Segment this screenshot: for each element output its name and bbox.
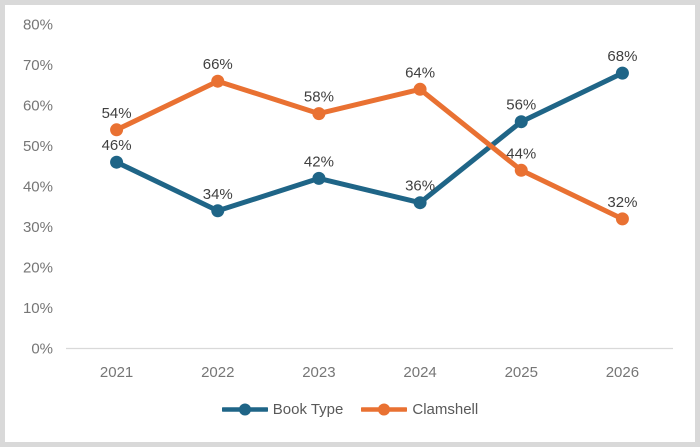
data-label: 32% [607, 194, 637, 211]
data-label: 56% [506, 97, 536, 114]
data-label: 68% [607, 48, 637, 65]
line-chart-plot: 0% 10% 20% 30% 40% 50% 60% 70% 80% 2021 2022 2023 20… [23, 17, 673, 381]
y-tick-label: 60% [23, 98, 53, 115]
data-label: 36% [405, 178, 435, 195]
y-tick-label: 10% [23, 300, 53, 317]
data-point-book-type-2021 [110, 155, 124, 169]
data-label: 34% [203, 186, 233, 203]
data-label: 54% [102, 105, 132, 122]
data-point-clamshell-2022 [211, 74, 225, 88]
x-tick-label: 2022 [201, 364, 234, 381]
y-tick-label: 0% [31, 341, 53, 358]
data-point-book-type-2022 [211, 204, 225, 218]
legend-item-book-type[interactable]: Book Type [221, 401, 344, 418]
series-line-book-type [114, 70, 625, 214]
x-tick-label: 2023 [302, 364, 335, 381]
y-tick-label: 20% [23, 260, 53, 277]
data-point-clamshell-2026 [615, 212, 629, 226]
data-point-clamshell-2021 [110, 123, 124, 137]
data-point-book-type-2025 [514, 115, 528, 129]
legend-label-clamshell: Clamshell [412, 401, 479, 418]
legend-marker-clamshell-icon [361, 403, 408, 416]
data-point-book-type-2023 [312, 171, 326, 185]
legend-label-book-type: Book Type [272, 401, 344, 418]
data-label: 42% [304, 153, 334, 170]
y-tick-label: 30% [23, 219, 53, 236]
data-point-clamshell-2024 [413, 82, 427, 96]
data-point-clamshell-2025 [514, 163, 528, 177]
y-tick-label: 80% [23, 17, 53, 34]
data-point-book-type-2026 [615, 66, 629, 80]
x-tick-label: 2026 [606, 364, 639, 381]
data-point-book-type-2024 [413, 196, 427, 210]
data-label: 44% [506, 145, 536, 162]
data-label: 64% [405, 64, 435, 81]
y-tick-label: 70% [23, 57, 53, 74]
legend-marker-book-type-icon [221, 403, 268, 416]
data-label: 46% [102, 137, 132, 154]
series-line-clamshell [114, 78, 625, 222]
x-tick-label: 2025 [505, 364, 538, 381]
data-label: 58% [304, 89, 334, 106]
data-point-clamshell-2023 [312, 107, 326, 121]
legend-item-clamshell[interactable]: Clamshell [361, 401, 478, 418]
y-tick-label: 40% [23, 179, 53, 196]
x-tick-label: 2021 [100, 364, 133, 381]
y-tick-label: 50% [23, 138, 53, 155]
chart-legend: Book Type Clamshell [5, 401, 695, 418]
x-tick-label: 2024 [403, 364, 436, 381]
data-label: 66% [203, 56, 233, 73]
